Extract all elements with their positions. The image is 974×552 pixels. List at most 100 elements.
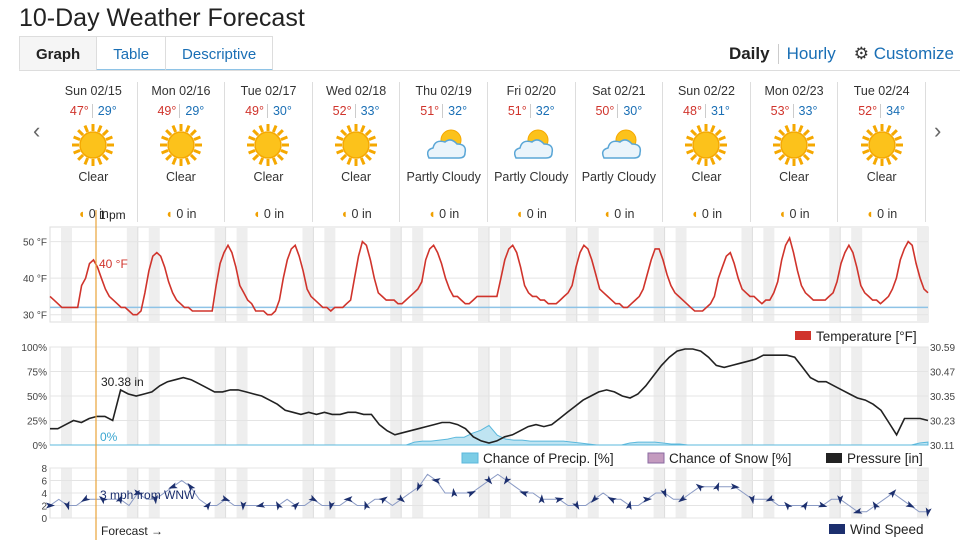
wind-direction-arrow — [554, 497, 565, 504]
wind-direction-arrow — [713, 482, 720, 492]
day-card[interactable]: Sun 02/15 47° 29° Clear ◖ 0 in — [50, 82, 138, 222]
temperature-chart-night-band — [653, 227, 665, 322]
precip-value: 0 in — [526, 207, 547, 221]
day-card[interactable]: Tue 02/17 49° 30° Clear ◖ 0 in — [225, 82, 313, 222]
precip-amount: ◖ 0 in — [313, 207, 400, 221]
precip-legend-label: Chance of Precip. [%] — [483, 451, 614, 466]
customize-button[interactable]: ⚙ Customize — [854, 44, 954, 64]
pressure-chart-night-band — [587, 347, 599, 445]
pressure-chart-night-band — [412, 347, 424, 445]
pressure-y-tick: 30.35 — [930, 392, 955, 403]
pressure-chart-night-band — [236, 347, 248, 445]
day-temps: 52° 33° — [313, 104, 400, 118]
precip-y-tick: 50% — [27, 392, 47, 403]
daily-toggle[interactable]: Daily — [728, 44, 770, 63]
wind-direction-arrow — [642, 496, 652, 503]
wind-direction-arrow — [343, 496, 353, 503]
low-temp: 31° — [704, 104, 730, 118]
daily-summary-strip: Sun 02/15 47° 29° Clear ◖ 0 in Mon 02/16 … — [50, 82, 926, 222]
pressure-y-tick: 30.47 — [930, 368, 955, 379]
pressure-legend-label: Pressure [in] — [847, 451, 923, 466]
pressure-chart-night-band — [390, 347, 402, 445]
temperature-chart-night-band — [302, 227, 314, 322]
day-date: Wed 02/18 — [325, 84, 387, 98]
day-card[interactable]: Fri 02/20 51° 32° Partly Cloudy ◖ 0 in — [488, 82, 576, 222]
low-temp: 32° — [442, 104, 468, 118]
wind-chart-night-band — [851, 468, 863, 518]
previous-arrow-icon[interactable]: ‹ — [33, 118, 41, 143]
day-card[interactable]: Wed 02/18 52° 33° Clear ◖ 0 in — [313, 82, 401, 222]
pressure-chart-night-band — [763, 347, 775, 445]
pressure-chart-night-band — [60, 347, 72, 445]
day-card[interactable]: Mon 02/23 53° 33° Clear ◖ 0 in — [751, 82, 839, 222]
wind-chart-night-band — [390, 468, 402, 518]
wind-direction-arrow — [625, 500, 632, 511]
wind-direction-arrow — [925, 507, 932, 517]
wind-direction-arrow — [519, 491, 529, 498]
wind-direction-arrow — [572, 500, 580, 510]
view-switcher: Daily Hourly ⚙ Customize — [729, 44, 954, 64]
precip-y-tick: 100% — [21, 343, 47, 354]
wind-direction-arrow — [660, 488, 667, 498]
temperature-chart-night-band — [741, 227, 753, 322]
day-temps: 48° 31° — [663, 104, 750, 118]
low-temp: 33° — [354, 104, 380, 118]
pressure-chart-night-band — [829, 347, 841, 445]
precip-value: 0 in — [789, 207, 810, 221]
pressure-y-tick: 30.59 — [930, 343, 955, 354]
wind-direction-arrow — [730, 483, 740, 490]
tab-table[interactable]: Table — [96, 36, 167, 71]
precip-amount: ◖ 0 in — [138, 207, 225, 221]
moon-phase-icon: ◖ — [778, 207, 786, 221]
condition-label: Partly Cloudy — [406, 170, 481, 184]
precip-amount: ◖ 0 in — [838, 207, 925, 221]
condition-label: Clear — [691, 170, 722, 184]
moon-phase-icon: ◖ — [252, 207, 261, 221]
wind-chart-night-band — [675, 468, 687, 518]
view-tabs: Graph Table Descriptive — [19, 36, 274, 71]
high-temp: 48° — [683, 104, 702, 118]
day-card[interactable]: Thu 02/19 51° 32° Partly Cloudy ◖ 0 in — [400, 82, 488, 222]
wind-chart-night-band — [302, 468, 314, 518]
wind-chart-night-band — [499, 468, 511, 518]
precip-value: 0 in — [614, 207, 635, 221]
wind-direction-arrow — [765, 494, 775, 502]
precip-amount: ◖ 0 in — [225, 207, 312, 221]
tab-graph[interactable]: Graph — [19, 36, 98, 71]
tab-descriptive[interactable]: Descriptive — [165, 36, 274, 71]
next-arrow-icon[interactable]: › — [934, 118, 942, 143]
wind-chart-night-band — [60, 468, 72, 518]
wind-y-tick: 2 — [41, 502, 47, 513]
wind-chart-night-band — [763, 468, 775, 518]
wind-direction-arrow — [590, 494, 600, 503]
condition-label: Partly Cloudy — [494, 170, 569, 184]
wind-direction-arrow — [466, 490, 476, 498]
hourly-toggle[interactable]: Hourly — [777, 44, 836, 64]
precip-amount: ◖ 0 in — [663, 207, 750, 221]
wind-legend-label: Wind Speed — [850, 522, 924, 537]
day-date: Tue 02/24 — [853, 84, 910, 98]
day-card[interactable]: Tue 02/24 52° 34° Clear ◖ 0 in — [838, 82, 926, 222]
wind-direction-arrow — [817, 501, 828, 508]
wind-direction-arrow — [905, 501, 915, 508]
day-card[interactable]: Sat 02/21 50° 30° Partly Cloudy ◖ 0 in — [576, 82, 664, 222]
day-card[interactable]: Mon 02/16 49° 29° Clear ◖ 0 in — [138, 82, 226, 222]
precip-amount: ◖ 0 in — [488, 207, 575, 221]
high-temp: 53° — [770, 104, 790, 118]
day-card[interactable]: Sun 02/22 48° 31° Clear ◖ 0 in — [663, 82, 751, 222]
wind-chart-night-band — [126, 468, 138, 518]
day-date: Mon 02/16 — [151, 84, 211, 98]
wind-direction-arrow — [800, 501, 808, 511]
condition-label: Clear — [779, 170, 809, 184]
wind-chart-night-band — [148, 468, 160, 518]
temperature-legend-swatch — [795, 331, 811, 340]
wind-direction-arrow — [98, 495, 108, 505]
temperature-chart-night-band — [412, 227, 424, 322]
wind-chart-night-band — [214, 468, 226, 518]
pressure-y-tick: 30.23 — [930, 417, 955, 428]
condition-label: Clear — [165, 170, 196, 184]
temperature-chart-night-band — [499, 227, 511, 322]
low-temp: 29° — [91, 104, 117, 118]
sun-icon — [859, 122, 905, 168]
wind-direction-arrow — [168, 482, 178, 489]
